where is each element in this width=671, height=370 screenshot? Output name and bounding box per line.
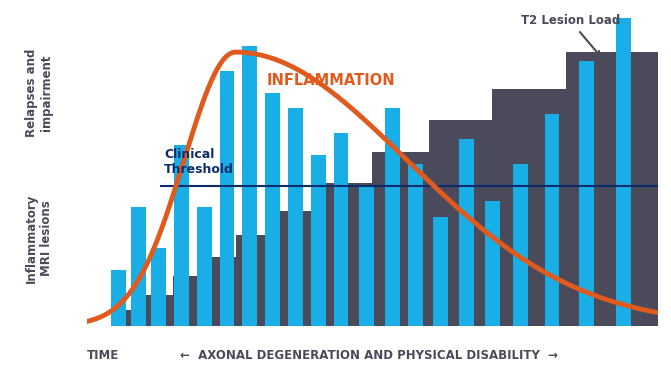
Bar bbox=[385, 108, 400, 326]
Bar bbox=[484, 201, 500, 326]
Text: T2 Lesion Load: T2 Lesion Load bbox=[521, 14, 620, 56]
Text: TIME: TIME bbox=[87, 349, 119, 362]
Text: INFLAMMATION: INFLAMMATION bbox=[267, 73, 395, 88]
Bar bbox=[131, 208, 146, 326]
Text: Inflammatory
MRI lesions: Inflammatory MRI lesions bbox=[25, 194, 53, 283]
Bar bbox=[333, 133, 348, 326]
Bar bbox=[616, 18, 631, 326]
Bar bbox=[579, 61, 594, 326]
Bar bbox=[545, 114, 560, 326]
Text: Relapses and
impairment: Relapses and impairment bbox=[25, 48, 53, 137]
Bar bbox=[311, 155, 325, 326]
Bar bbox=[242, 46, 257, 326]
Bar bbox=[288, 108, 303, 326]
Text: Clinical
Threshold: Clinical Threshold bbox=[164, 148, 234, 176]
Bar bbox=[433, 217, 448, 326]
Bar bbox=[197, 208, 211, 326]
Bar bbox=[408, 164, 423, 326]
Bar bbox=[111, 270, 126, 326]
Bar bbox=[513, 164, 528, 326]
Bar bbox=[265, 92, 280, 326]
Text: ←  AXONAL DEGENERATION AND PHYSICAL DISABILITY  →: ← AXONAL DEGENERATION AND PHYSICAL DISAB… bbox=[180, 349, 558, 362]
Bar bbox=[151, 248, 166, 326]
Bar bbox=[219, 71, 234, 326]
Bar bbox=[174, 145, 189, 326]
Bar bbox=[359, 186, 374, 326]
Polygon shape bbox=[87, 52, 658, 326]
Bar bbox=[459, 139, 474, 326]
